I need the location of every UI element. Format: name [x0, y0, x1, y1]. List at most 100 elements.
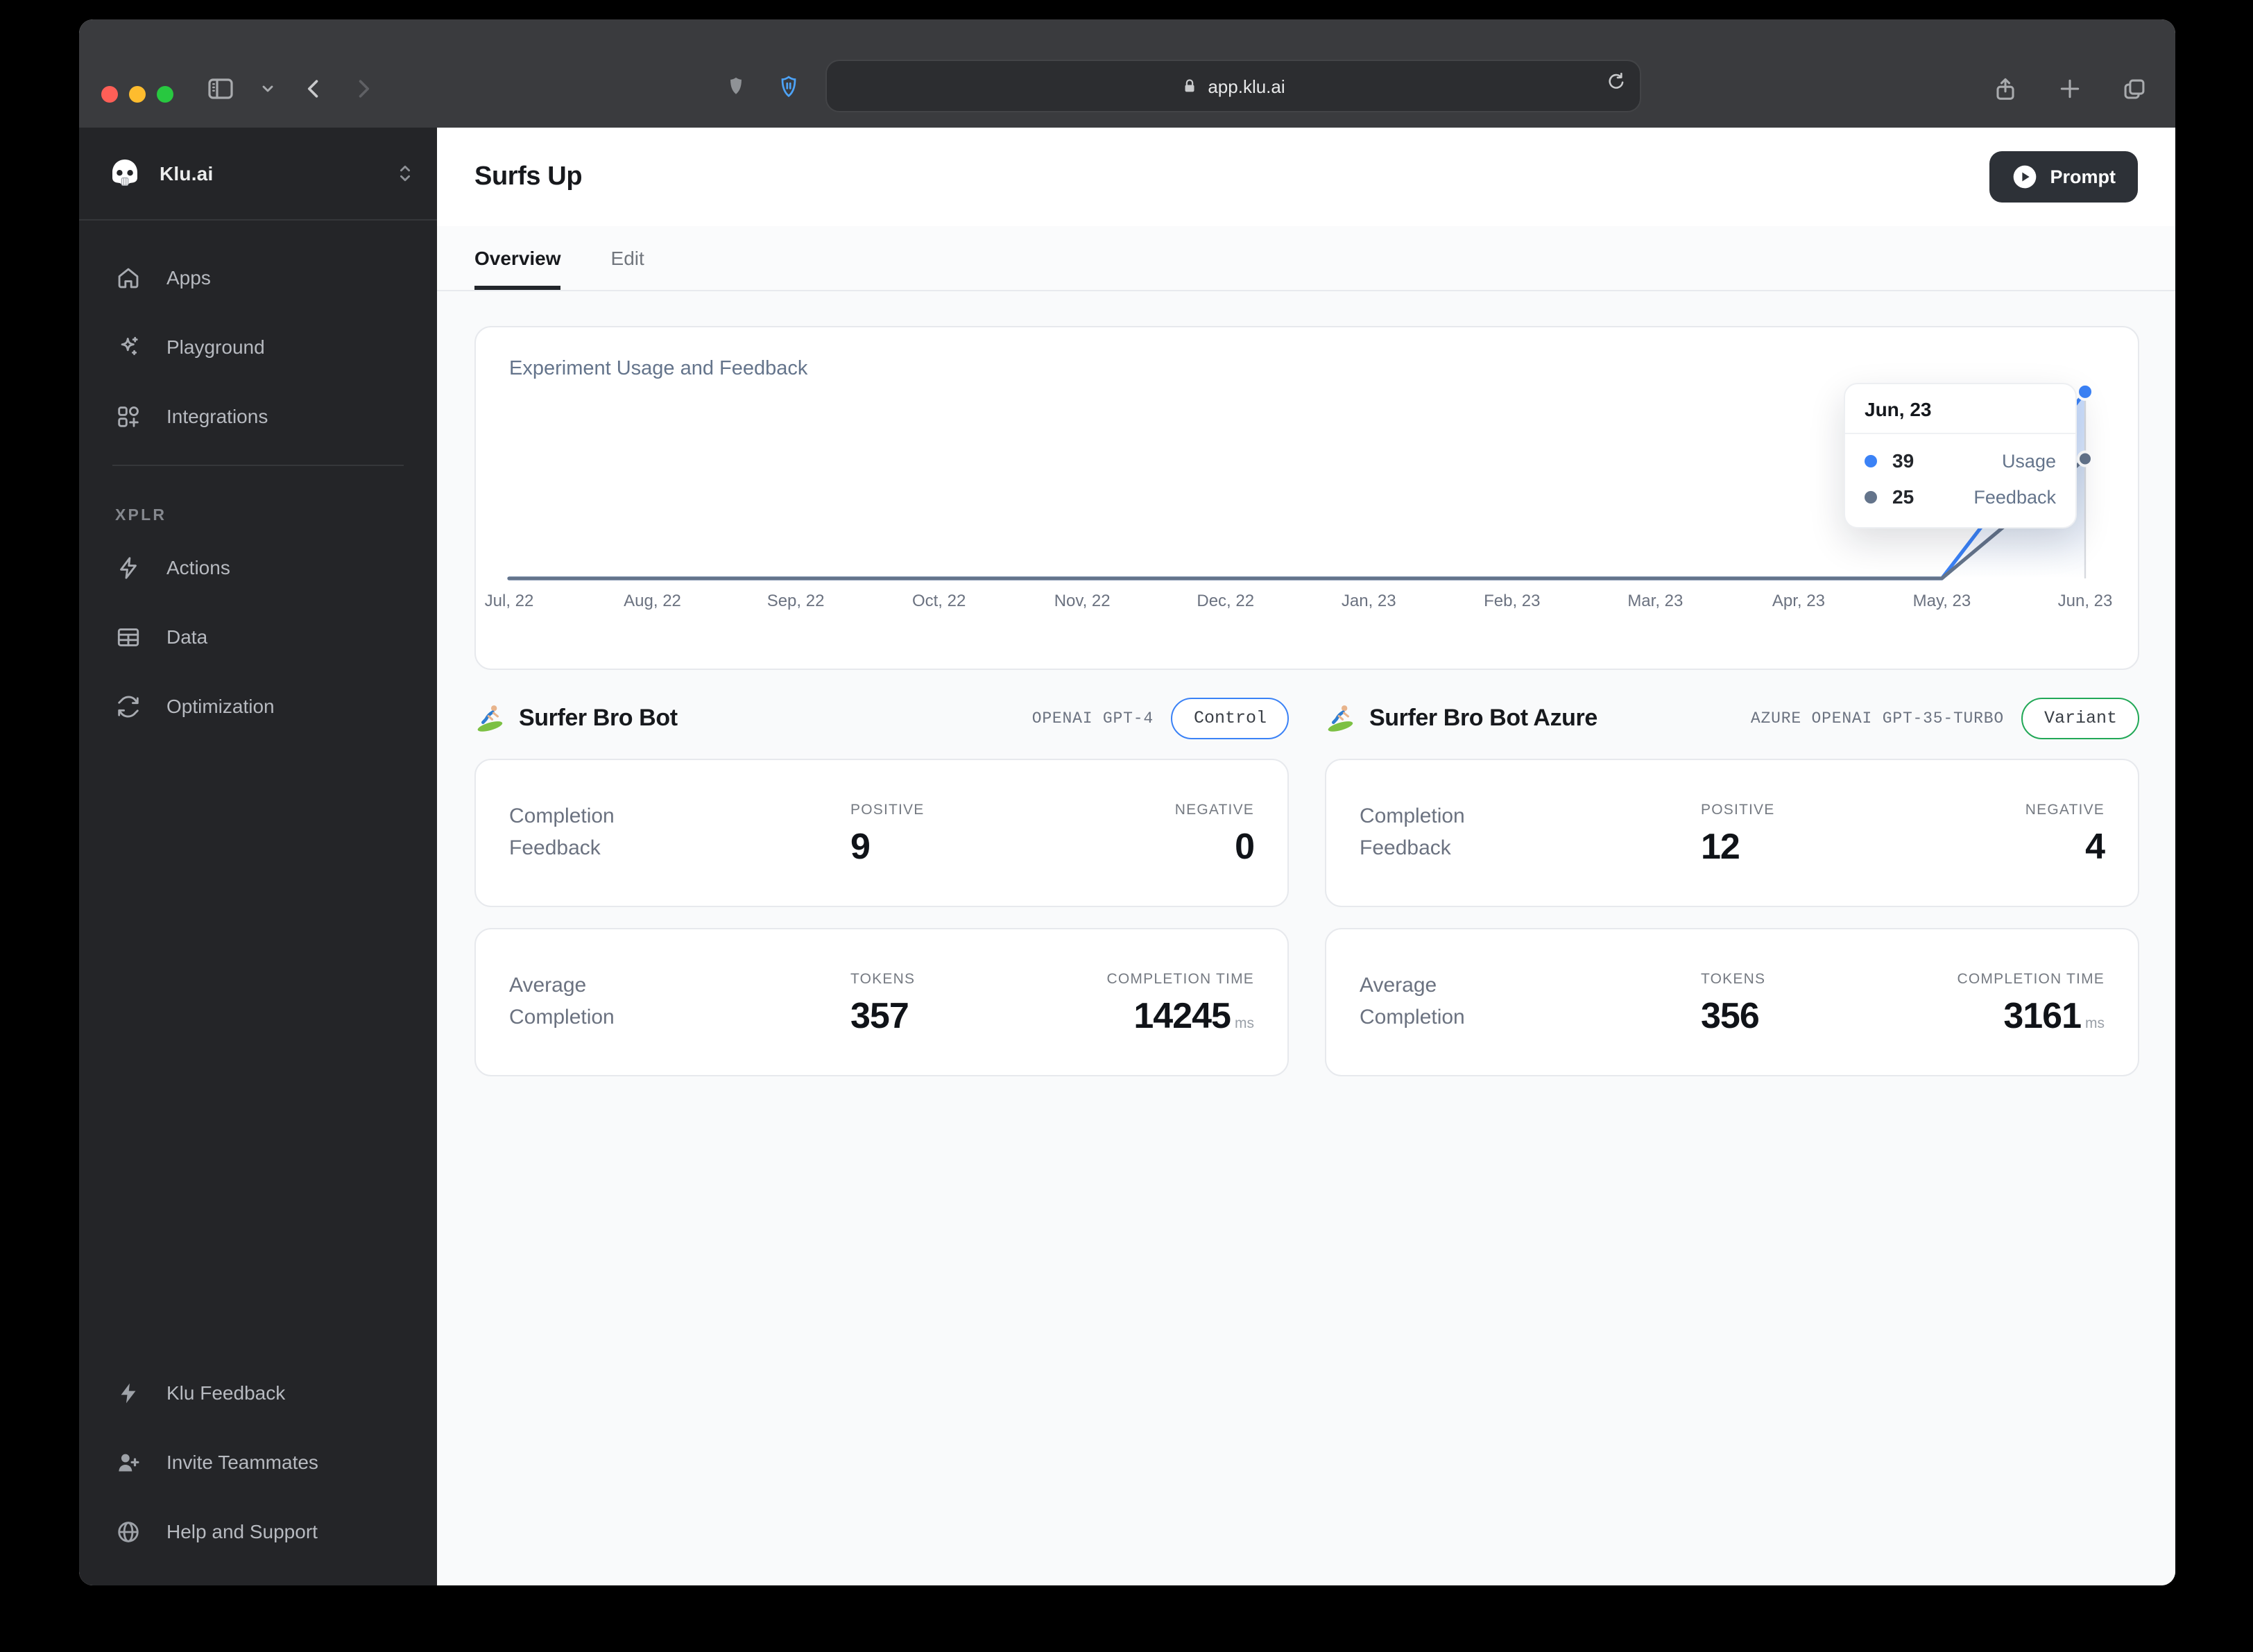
titlebar-center: app.klu.ai	[395, 60, 1964, 112]
axis-tick-label: Mar, 23	[1627, 591, 1684, 610]
titlebar-right	[1987, 65, 2153, 112]
axis-tick-label: Apr, 23	[1772, 591, 1825, 610]
metric-unit: ms	[2085, 1015, 2105, 1032]
stat-card-label: Average Completion	[1360, 974, 1465, 1029]
close-window-button[interactable]	[101, 86, 118, 103]
bot-name: Surfer Bro Bot Azure	[1369, 705, 1597, 731]
positive-metric: POSITIVE 9	[717, 802, 1175, 864]
axis-tick-label: Oct, 22	[911, 591, 966, 610]
axis-tick-label: Aug, 22	[624, 591, 681, 610]
sidebar-item-apps[interactable]: Apps	[79, 243, 437, 312]
sidebar-item-optimization[interactable]: Optimization	[79, 671, 437, 741]
tab-edit[interactable]: Edit	[610, 247, 644, 269]
axis-tick-label: Nov, 22	[1054, 591, 1111, 610]
negative-metric: NEGATIVE 4	[2025, 802, 2105, 864]
sidebar-item-label: Integrations	[166, 405, 268, 427]
tab-overview[interactable]: Overview	[474, 226, 561, 290]
negative-metric: NEGATIVE 0	[1174, 802, 1255, 864]
browser-titlebar: app.klu.ai	[79, 19, 2175, 128]
sidebar-item-label: Data	[166, 626, 208, 648]
usage-feedback-line-chart[interactable]	[476, 327, 2138, 669]
page-title: Surfs Up	[474, 162, 583, 191]
axis-tick-label: Jan, 23	[1341, 591, 1396, 610]
tooltip-date-label: Jun, 23	[1845, 384, 2075, 434]
positive-metric: POSITIVE 12	[1568, 802, 2025, 864]
metric-value: 12	[1701, 825, 1740, 867]
sidebar-divider	[112, 465, 404, 466]
new-tab-icon[interactable]	[2052, 65, 2088, 112]
share-icon[interactable]	[1987, 65, 2024, 112]
experiment-usage-chart-card[interactable]: Experiment Usage and Feedback Jul, 22 Aug…	[474, 326, 2139, 670]
chart-title: Experiment Usage and Feedback	[509, 358, 808, 380]
person-plus-icon	[115, 1449, 142, 1475]
sidebar-chevron-down-icon[interactable]	[254, 65, 282, 112]
address-bar[interactable]: app.klu.ai	[825, 60, 1641, 112]
bot-model-label: AZURE OPENAI GPT-35-TURBO	[1750, 709, 2004, 728]
minimize-window-button[interactable]	[129, 86, 146, 103]
metric-value: 9	[850, 825, 871, 867]
lightning-icon	[115, 554, 142, 580]
prompt-button[interactable]: Prompt	[1989, 151, 2138, 203]
surfer-icon	[474, 703, 505, 734]
axis-tick-label: Dec, 22	[1197, 591, 1255, 610]
sidebar-item-help-support[interactable]: Help and Support	[79, 1497, 437, 1566]
tokens-metric: TOKENS 357	[717, 971, 1107, 1033]
tooltip-row-usage: 39 Usage	[1845, 442, 2075, 479]
sidebar-section-label: XPLR	[115, 508, 167, 524]
app-root: Klu.ai Apps Playground	[79, 128, 2175, 1585]
axis-tick-label: Jul, 22	[484, 591, 534, 610]
metric-label: TOKENS	[850, 971, 916, 988]
average-completion-card: Average Completion TOKENS 356 COMPLETION…	[1325, 928, 2139, 1076]
sidebar-nav: Apps Playground Integrations	[79, 221, 437, 451]
control-badge: Control	[1171, 698, 1289, 739]
sidebar-item-label: Actions	[166, 556, 230, 578]
sidebar-item-invite-teammates[interactable]: Invite Teammates	[79, 1427, 437, 1497]
tab-bar: Overview Edit	[437, 226, 2175, 291]
url-text: app.klu.ai	[1208, 76, 1285, 96]
metric-value: 4	[2085, 825, 2105, 867]
tooltip-row-feedback: 25 Feedback	[1845, 479, 2075, 515]
metric-value: 356	[1701, 995, 1760, 1036]
metric-label: NEGATIVE	[1174, 802, 1254, 818]
sidebar-xplr-nav: Actions Data Optimization	[79, 533, 437, 741]
browser-window: app.klu.ai	[79, 19, 2175, 1585]
sidebar-item-label: Invite Teammates	[166, 1451, 318, 1473]
sidebar-divider	[79, 219, 437, 221]
sidebar-item-data[interactable]: Data	[79, 602, 437, 671]
completion-time-metric: COMPLETION TIME 14245 ms	[1107, 971, 1254, 1033]
average-completion-card: Average Completion TOKENS 357 COMPLETION…	[474, 928, 1289, 1076]
sidebar-item-label: Apps	[166, 266, 211, 289]
axis-tick-label: Jun, 23	[2057, 591, 2113, 610]
bot-header: Surfer Bro Bot Azure AZURE OPENAI GPT-35…	[1325, 689, 2139, 748]
metric-label: TOKENS	[1701, 971, 1766, 988]
sidebar-item-integrations[interactable]: Integrations	[79, 381, 437, 451]
metric-value: 3161 ms	[2003, 995, 2105, 1036]
workspace-caret-icon	[395, 162, 415, 184]
extension-shield-icon[interactable]	[771, 62, 805, 110]
forward-icon[interactable]	[345, 65, 382, 112]
metric-value: 14245 ms	[1133, 995, 1254, 1036]
sidebar-item-klu-feedback[interactable]: Klu Feedback	[79, 1358, 437, 1427]
bots-grid: Surfer Bro Bot OPENAI GPT-4 Control Comp…	[474, 689, 2139, 1076]
zoom-window-button[interactable]	[157, 86, 173, 103]
tooltip-usage-label: Usage	[2001, 450, 2056, 471]
stat-card-label: Completion Feedback	[509, 805, 615, 859]
sidebar-toggle-icon[interactable]	[201, 65, 240, 112]
sidebar-item-label: Optimization	[166, 695, 275, 717]
axis-tick-label: Feb, 23	[1484, 591, 1541, 610]
back-icon[interactable]	[295, 65, 332, 112]
axis-tick-label: May, 23	[1912, 591, 1971, 610]
workspace-switcher[interactable]: Klu.ai	[79, 128, 437, 219]
klu-logo	[107, 155, 143, 191]
metric-label: POSITIVE	[1701, 802, 1775, 818]
play-icon	[2012, 164, 2038, 190]
reload-icon[interactable]	[1604, 71, 1627, 97]
sidebar: Klu.ai Apps Playground	[79, 128, 437, 1585]
sidebar-item-playground[interactable]: Playground	[79, 312, 437, 381]
privacy-shield-icon[interactable]	[719, 62, 751, 110]
stat-card-label: Average Completion	[509, 974, 615, 1029]
globe-icon	[115, 1518, 142, 1545]
tab-overview-icon[interactable]	[2116, 65, 2153, 112]
sidebar-footer-nav: Klu Feedback Invite Teammates Help and S…	[79, 1358, 437, 1585]
sidebar-item-actions[interactable]: Actions	[79, 533, 437, 602]
